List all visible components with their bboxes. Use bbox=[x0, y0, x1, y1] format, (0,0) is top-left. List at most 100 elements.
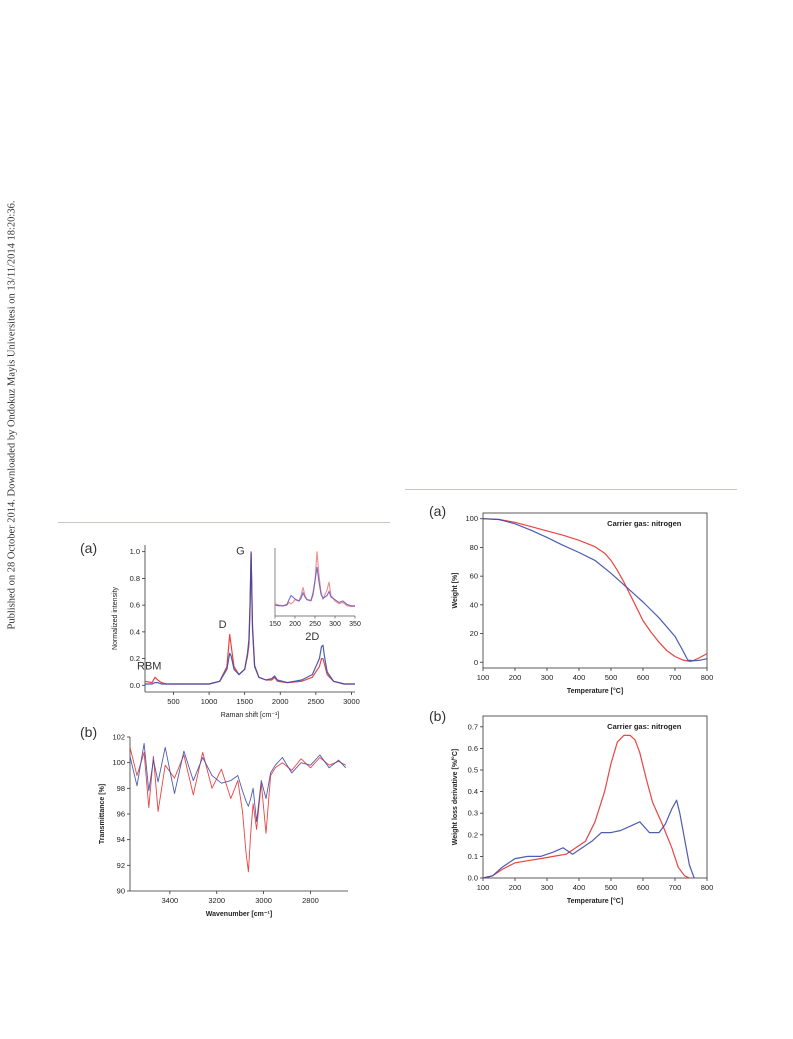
chart-raman: (a) 500 1000 1500 2000 2500 3000 0.0 0.2 0.4 0.6 0.… bbox=[80, 540, 361, 719]
x-tick-label: 1500 bbox=[236, 697, 253, 706]
y-tick-label: 0.7 bbox=[468, 722, 478, 731]
plot-frame bbox=[482, 715, 708, 879]
x-tick-label: 800 bbox=[701, 883, 714, 892]
y-tick-label: 0.0 bbox=[468, 874, 478, 883]
peak-label: RBM bbox=[137, 660, 161, 672]
divider-left bbox=[58, 522, 390, 523]
series-line-red bbox=[482, 734, 690, 879]
publication-note-text: Published on 28 October 2014. Downloaded… bbox=[6, 200, 18, 630]
x-axis-label: Temperature [°C] bbox=[567, 897, 623, 905]
x-tick-label: 600 bbox=[637, 883, 650, 892]
x-axis-label: Temperature [°C] bbox=[567, 687, 623, 695]
y-tick-label: 0.2 bbox=[130, 654, 140, 663]
y-tick-label: 102 bbox=[112, 733, 125, 742]
series-line-blue bbox=[129, 742, 347, 823]
y-tick-label: 0.2 bbox=[468, 830, 478, 839]
inset-series-line-pink bbox=[274, 551, 355, 608]
panel-label: (b) bbox=[80, 725, 97, 740]
x-tick-label: 600 bbox=[637, 673, 650, 682]
dtg-derivative-figure: (b) 100 200 300 400 500 600 700 800 0.0 0.1 0.2 0.3 0… bbox=[429, 708, 713, 905]
y-tick-label: 0.6 bbox=[130, 601, 140, 610]
y-tick-label: 0.5 bbox=[468, 766, 478, 775]
x-axis-label: Wavenumber [cm⁻¹] bbox=[206, 911, 272, 918]
chart-dtg: (b) 100 200 300 400 500 600 700 800 0.0 0.1 0.2 0.3 0… bbox=[429, 708, 713, 905]
series-line-blue bbox=[482, 518, 708, 662]
x-tick-label: 400 bbox=[573, 883, 586, 892]
y-tick-label: 20 bbox=[470, 629, 478, 638]
y-tick-label: 60 bbox=[470, 572, 478, 581]
peak-label: D bbox=[219, 619, 227, 631]
x-axis-label: Raman shift [cm⁻¹] bbox=[221, 712, 280, 719]
raman-spectrum-figure: (a) 500 1000 1500 2000 2500 3000 0.0 0.2 0.4 0.6 0.… bbox=[80, 540, 361, 719]
x-tick-label: 300 bbox=[541, 883, 554, 892]
y-axis-label: Weight loss derivative [%/°C] bbox=[451, 749, 459, 845]
y-tick-label: 0.4 bbox=[130, 627, 140, 636]
panel-label: (a) bbox=[80, 540, 97, 556]
x-tick-label: 2500 bbox=[308, 697, 325, 706]
x-tick-label: 2000 bbox=[272, 697, 289, 706]
raman-inset: 150 200 250 300 350 bbox=[269, 548, 361, 628]
x-tick-label: 3000 bbox=[255, 896, 272, 905]
x-tick-label: 100 bbox=[477, 673, 490, 682]
y-axis-label: Transmittance [%] bbox=[99, 784, 106, 844]
x-tick-label: 500 bbox=[605, 883, 618, 892]
ftir-spectrum-figure: (b) 3400 3200 3000 2800 90 92 94 96 98 100 102 Waven… bbox=[80, 725, 348, 918]
inset-x-tick-label: 350 bbox=[349, 621, 361, 628]
y-tick-label: 40 bbox=[470, 600, 478, 609]
y-tick-label: 100 bbox=[465, 514, 478, 523]
y-tick-label: 94 bbox=[117, 835, 125, 844]
y-tick-label: 0.6 bbox=[468, 744, 478, 753]
carrier-gas-annotation: Carrier gas: nitrogen bbox=[607, 519, 682, 528]
inset-x-tick-label: 300 bbox=[329, 621, 341, 628]
y-tick-label: 0.8 bbox=[130, 574, 140, 583]
panel-label: (a) bbox=[429, 503, 446, 519]
x-tick-label: 3200 bbox=[208, 896, 225, 905]
x-tick-label: 2800 bbox=[302, 896, 319, 905]
y-tick-label: 1.0 bbox=[130, 547, 140, 556]
y-tick-label: 0.1 bbox=[468, 852, 478, 861]
x-tick-label: 300 bbox=[541, 673, 554, 682]
series-line-red bbox=[482, 518, 708, 663]
x-tick-label: 100 bbox=[477, 883, 490, 892]
y-tick-label: 90 bbox=[117, 887, 125, 896]
chart-ftir: (b) 3400 3200 3000 2800 90 92 94 96 98 100 102 Waven… bbox=[80, 725, 348, 918]
x-tick-label: 800 bbox=[701, 673, 714, 682]
x-tick-label: 400 bbox=[573, 673, 586, 682]
y-axis-label: Normalized intensity bbox=[112, 586, 119, 650]
y-axis-label: Weight [%] bbox=[452, 572, 459, 608]
x-tick-label: 1000 bbox=[201, 697, 218, 706]
series-line-blue bbox=[482, 799, 695, 879]
y-tick-label: 100 bbox=[112, 758, 125, 767]
x-tick-label: 3000 bbox=[343, 697, 360, 706]
carrier-gas-annotation: Carrier gas: nitrogen bbox=[607, 722, 682, 731]
y-tick-label: 0 bbox=[474, 658, 478, 667]
y-tick-label: 0.0 bbox=[130, 681, 140, 690]
divider-right bbox=[405, 489, 737, 490]
y-tick-label: 92 bbox=[117, 861, 125, 870]
panel-label: (b) bbox=[429, 708, 446, 724]
tga-weight-figure: (a) 100 200 300 400 500 600 700 800 0 20 40 60 80 100 T… bbox=[429, 503, 713, 695]
peak-label: 2D bbox=[305, 631, 319, 643]
plot-frame bbox=[482, 512, 708, 669]
inset-x-tick-label: 200 bbox=[289, 621, 301, 628]
x-tick-label: 200 bbox=[509, 883, 522, 892]
chart-tga: (a) 100 200 300 400 500 600 700 800 0 20 40 60 80 100 T… bbox=[429, 503, 713, 695]
y-tick-label: 0.4 bbox=[468, 787, 478, 796]
y-tick-label: 0.3 bbox=[468, 809, 478, 818]
y-tick-label: 96 bbox=[117, 810, 125, 819]
series-line-blue bbox=[145, 552, 355, 685]
inset-series-line-violet bbox=[274, 566, 355, 607]
x-tick-label: 500 bbox=[605, 673, 618, 682]
publication-note: Published on 28 October 2014. Downloaded… bbox=[2, 200, 22, 630]
series-line-red bbox=[129, 747, 346, 873]
peak-label: G bbox=[236, 545, 245, 557]
x-tick-label: 200 bbox=[509, 673, 522, 682]
y-tick-label: 98 bbox=[117, 784, 125, 793]
x-tick-label: 700 bbox=[669, 673, 682, 682]
x-tick-label: 500 bbox=[167, 697, 180, 706]
x-tick-label: 3400 bbox=[162, 896, 179, 905]
inset-x-tick-label: 250 bbox=[309, 621, 321, 628]
y-tick-label: 80 bbox=[470, 543, 478, 552]
x-tick-label: 700 bbox=[669, 883, 682, 892]
inset-x-tick-label: 150 bbox=[269, 621, 281, 628]
